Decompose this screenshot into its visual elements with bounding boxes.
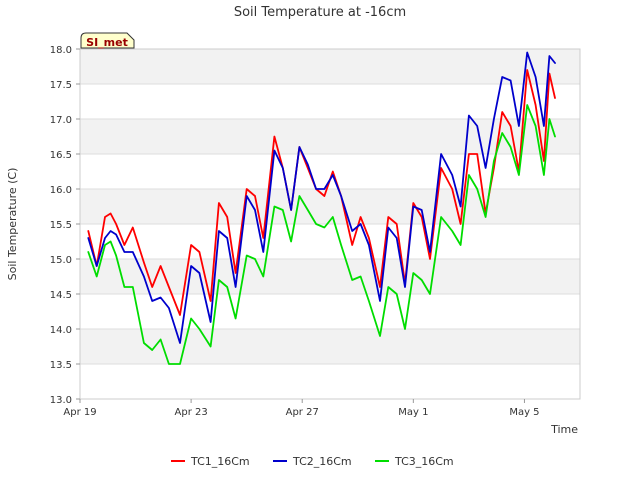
x-tick-label: May 5: [509, 407, 539, 418]
y-tick-label: 17.0: [50, 115, 72, 126]
x-tick-label: Apr 19: [63, 407, 96, 418]
y-tick-label: 15.0: [50, 255, 72, 266]
background-band: [80, 364, 580, 399]
x-tick-label: May 1: [398, 407, 428, 418]
y-tick-label: 15.5: [50, 220, 72, 231]
background-band: [80, 154, 580, 189]
legend-label: TC1_16Cm: [190, 455, 250, 468]
legend-label: TC3_16Cm: [394, 455, 454, 468]
background-band: [80, 84, 580, 119]
background-bands: [80, 49, 580, 399]
y-tick-label: 13.5: [50, 360, 72, 371]
series-line-tc2-16cm: [87, 51, 556, 344]
background-band: [80, 49, 580, 84]
background-band: [80, 189, 580, 224]
badge-label: SI_met: [86, 36, 128, 49]
background-band: [80, 259, 580, 294]
x-axis-ticks: Apr 19 Apr 23 Apr 27 May 1 May 5: [63, 399, 540, 418]
y-tick-label: 13.0: [50, 395, 72, 406]
badge-shape: [80, 32, 135, 49]
site-badge: SI_met: [80, 32, 135, 49]
legend: TC1_16Cm TC2_16Cm TC3_16Cm: [171, 455, 454, 468]
y-tick-label: 16.5: [50, 150, 72, 161]
chart-title: Soil Temperature at -16cm: [234, 5, 406, 20]
y-tick-label: 18.0: [50, 45, 72, 56]
y-axis-ticks: 13.0 13.5 14.0 14.5 15.0 15.5 16.0 16.5 17.0 17.5…: [50, 45, 80, 406]
legend-label: TC2_16Cm: [292, 455, 352, 468]
y-tick-label: 17.5: [50, 80, 72, 91]
series-line-tc3-16cm: [87, 104, 556, 365]
x-tick-label: Apr 23: [175, 407, 208, 418]
y-tick-label: 14.0: [50, 325, 72, 336]
background-band: [80, 224, 580, 259]
y-axis-label: Soil Temperature (C): [6, 168, 19, 281]
y-tick-label: 14.5: [50, 290, 72, 301]
series-lines: [87, 51, 556, 365]
x-tick-label: Apr 27: [286, 407, 319, 418]
x-axis-label: Time: [550, 423, 578, 436]
y-tick-label: 16.0: [50, 185, 72, 196]
